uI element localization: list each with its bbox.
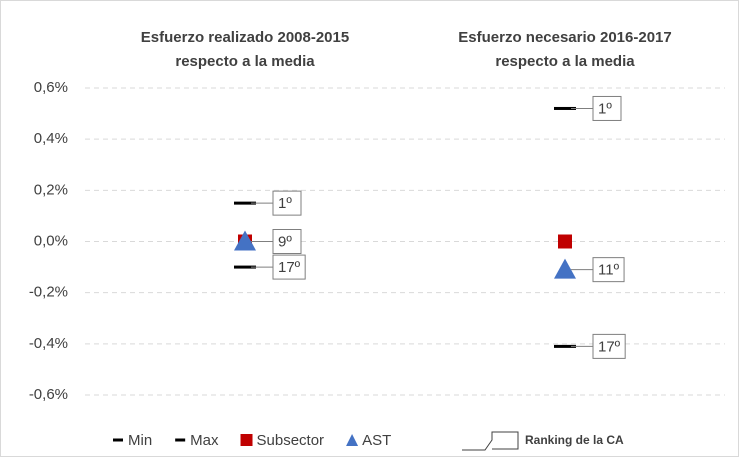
callout-box bbox=[592, 257, 625, 283]
dash-marker bbox=[234, 201, 256, 205]
legend-label: Subsector bbox=[257, 432, 325, 449]
ranking-label: 17º bbox=[278, 259, 301, 276]
y-tick-label: 0,0% bbox=[34, 232, 68, 249]
category-title: Esfuerzo necesario 2016-2017 bbox=[458, 29, 671, 46]
legend-label: Min bbox=[128, 432, 152, 449]
legend-label: Max bbox=[190, 432, 219, 449]
category-title: Esfuerzo realizado 2008-2015 bbox=[141, 29, 349, 46]
ranking-label: 17º bbox=[598, 338, 621, 355]
y-tick-label: -0,4% bbox=[29, 335, 68, 352]
category-title: respecto a la media bbox=[175, 53, 315, 70]
callout-box bbox=[272, 254, 306, 280]
category-title: respecto a la media bbox=[495, 53, 635, 70]
triangle-marker bbox=[234, 230, 256, 251]
ranking-label: 1º bbox=[278, 195, 292, 212]
callout-box bbox=[272, 229, 302, 254]
legend-swatch bbox=[175, 438, 186, 442]
legend-label: AST bbox=[362, 432, 391, 449]
dash-marker bbox=[554, 106, 576, 110]
y-tick-label: 0,2% bbox=[34, 181, 68, 198]
ranking-label: 9º bbox=[278, 233, 292, 250]
dash-marker bbox=[554, 344, 576, 348]
legend-callout-icon bbox=[462, 431, 519, 451]
triangle-marker bbox=[554, 258, 576, 279]
square-marker bbox=[558, 234, 572, 249]
callout-box bbox=[592, 333, 626, 359]
callout-box bbox=[592, 95, 622, 121]
callout-box bbox=[272, 190, 302, 216]
y-tick-label: 0,4% bbox=[34, 130, 68, 147]
ranking-label: 11º bbox=[598, 262, 620, 279]
y-tick-label: -0,6% bbox=[29, 386, 68, 403]
legend-swatch bbox=[113, 438, 123, 442]
legend-label: Ranking de la CA bbox=[525, 433, 624, 447]
y-tick-label: -0,2% bbox=[29, 284, 68, 301]
ranking-label: 1º bbox=[598, 100, 612, 117]
legend-swatch bbox=[346, 434, 359, 446]
legend-swatch bbox=[240, 434, 253, 446]
dash-marker bbox=[234, 265, 256, 269]
y-tick-label: 0,6% bbox=[34, 79, 68, 96]
